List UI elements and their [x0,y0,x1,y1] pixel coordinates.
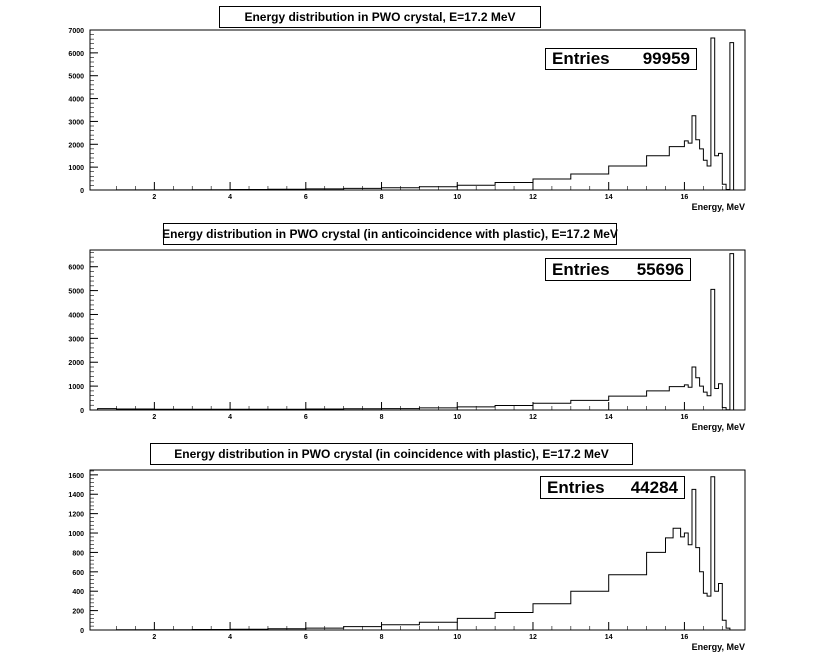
y-tick-label: 1200 [68,512,84,519]
y-tick-label: 2000 [68,142,84,149]
x-tick-label: 8 [380,194,384,201]
x-tick-label: 16 [681,194,689,201]
x-axis-label: Energy, MeV [692,642,745,652]
x-tick-label: 6 [304,194,308,201]
stats-label-2: Entries [552,259,610,279]
y-tick-label: 400 [72,589,84,596]
histogram-1: 0 1000 2000 3000 4000 5000 6000 7000 2 4 6 8 10 12 14 1… [68,28,746,212]
x-tick-label: 8 [380,634,384,641]
y-tick-label: 0 [80,628,84,635]
x-tick-label: 6 [304,634,308,641]
chart-panel-1: 0 1000 2000 3000 4000 5000 6000 7000 2 4 6 8 10 12 14 1… [0,0,837,220]
x-tick-label: 10 [453,634,461,641]
x-tick-label: 16 [681,634,689,641]
plot-frame [89,249,746,411]
y-tick-label: 1000 [68,531,84,538]
y-tick-label: 3000 [68,336,84,343]
plot-frame [89,29,746,191]
chart-panel-2: 0 1000 2000 3000 4000 5000 6000 2 4 6 8 10 12 14 16 Ene… [0,220,837,440]
stats-value-2: 55696 [636,259,684,279]
x-tick-label: 2 [152,414,156,421]
x-tick-label: 12 [529,194,537,201]
x-tick-label: 12 [529,634,537,641]
y-tick-label: 5000 [68,289,84,296]
y-tick-label: 2000 [68,360,84,367]
stats-box-3: Entries 44284 [540,476,685,499]
y-tick-label: 4000 [68,312,84,319]
y-tick-label: 5000 [68,74,84,81]
x-tick-label: 10 [453,194,461,201]
x-axis-label: Energy, MeV [692,422,745,432]
x-tick-label: 10 [453,414,461,421]
stats-value-1: 99959 [642,49,690,68]
x-tick-label: 2 [152,194,156,201]
x-tick-label: 12 [529,414,537,421]
x-tick-label: 14 [605,634,613,641]
x-tick-label: 4 [228,194,232,201]
chart-title-2: Energy distribution in PWO crystal (in a… [162,223,618,245]
stats-box-2: Entries 55696 [545,258,691,281]
stats-label-3: Entries [547,477,605,497]
y-tick-label: 600 [72,570,84,577]
histogram-2: 0 1000 2000 3000 4000 5000 6000 2 4 6 8 10 12 14 16Ene… [68,249,746,432]
chart-panel-3: 0 200 400 600 800 1000 1200 1400 1600 2 4 6 8 10 12 14 1… [0,440,837,660]
chart-title-1: Energy distribution in PWO crystal, E=17… [219,6,541,28]
plot-frame [89,469,746,631]
stats-box-1: Entries 99959 [545,48,697,70]
y-tick-label: 1000 [68,165,84,172]
stats-label-1: Entries [552,49,610,68]
x-tick-label: 4 [228,634,232,641]
x-tick-label: 6 [304,414,308,421]
y-tick-label: 1600 [68,473,84,480]
stats-value-3: 44284 [630,477,678,497]
x-tick-label: 4 [228,414,232,421]
x-tick-label: 2 [152,634,156,641]
y-tick-label: 6000 [68,51,84,58]
y-tick-label: 4000 [68,97,84,104]
x-tick-label: 16 [681,414,689,421]
histogram-line [90,37,745,191]
y-tick-label: 1400 [68,492,84,499]
y-tick-label: 1000 [68,384,84,391]
y-tick-label: 0 [80,188,84,195]
histogram-line [90,253,745,411]
chart-title-3: Energy distribution in PWO crystal (in c… [150,443,633,465]
x-tick-label: 8 [380,414,384,421]
histogram-line [90,476,745,631]
y-tick-label: 800 [72,550,84,557]
x-axis-label: Energy, MeV [692,202,745,212]
x-tick-label: 14 [605,194,613,201]
histogram-3: 0 200 400 600 800 1000 1200 1400 1600 2 4 6 8 10 12 14 1… [68,469,746,652]
y-tick-label: 0 [80,408,84,415]
x-tick-label: 14 [605,414,613,421]
y-tick-label: 6000 [68,265,84,272]
y-tick-label: 7000 [68,28,84,35]
y-tick-label: 3000 [68,119,84,126]
y-tick-label: 200 [72,609,84,616]
